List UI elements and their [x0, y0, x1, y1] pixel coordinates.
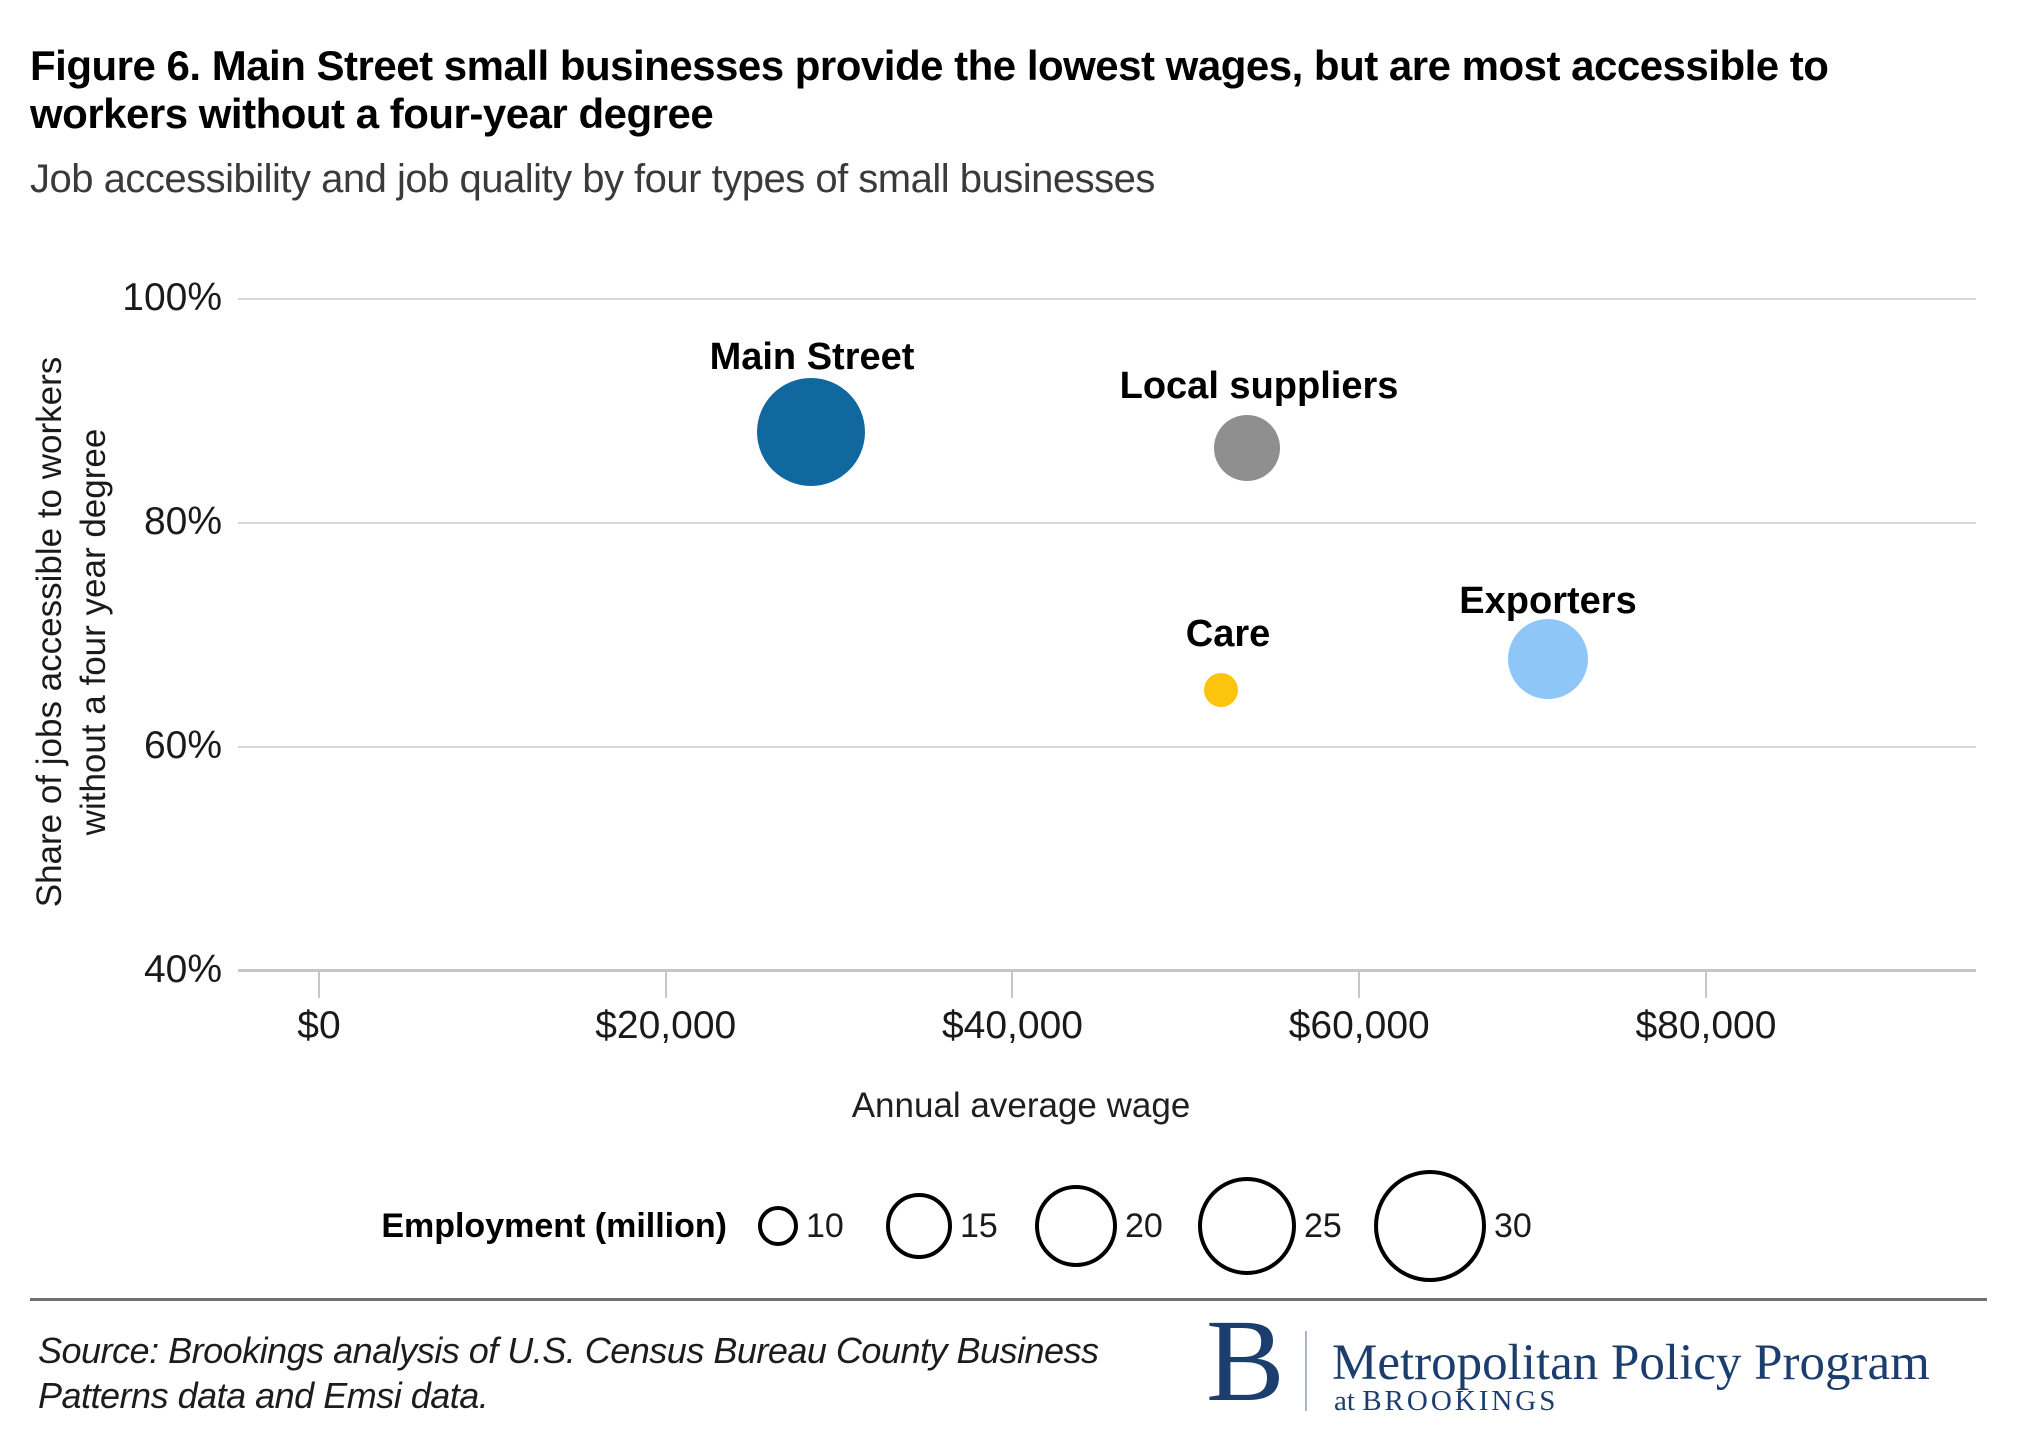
bubble-care: [1203, 673, 1238, 707]
logo-divider-bar: [1305, 1331, 1307, 1411]
figure-title-line1: Figure 6. Main Street small businesses p…: [30, 42, 1829, 89]
gridline-80: [238, 522, 1976, 524]
bubble-label-care: Care: [1185, 613, 1271, 655]
y-tick-label-40: 40%: [143, 948, 222, 991]
legend-value-label-25: 25: [1304, 1207, 1342, 1245]
x-tick-20000: [664, 971, 667, 998]
logo-program-name: Metropolitan Policy Program: [1332, 1335, 1930, 1391]
source-line1: Source: Brookings analysis of U.S. Censu…: [38, 1330, 1099, 1371]
source-note: Source: Brookings analysis of U.S. Censu…: [38, 1328, 1099, 1418]
x-tick-80000: [1704, 971, 1707, 998]
bubble-label-local-suppliers: Local suppliers: [1119, 365, 1399, 407]
figure-title-line2: workers without a four-year degree: [30, 90, 714, 137]
x-axis-title: Annual average wage: [851, 1086, 1191, 1125]
x-tick-label-40000: $40,000: [941, 1004, 1083, 1047]
legend-circle-10: [758, 1206, 798, 1246]
legend-value-label-20: 20: [1125, 1207, 1163, 1245]
legend-circle-25: [1198, 1177, 1296, 1275]
x-tick-0: [318, 971, 320, 998]
x-tick-label-20000: $20,000: [595, 1004, 737, 1047]
brookings-logo-b: B: [1206, 1295, 1285, 1426]
bubble-local-suppliers: [1213, 415, 1280, 482]
y-tick-label-100: 100%: [122, 276, 222, 319]
logo-at-prefix: at: [1334, 1385, 1363, 1417]
legend-circle-30: [1374, 1170, 1486, 1282]
logo-tagline: at BROOKINGS: [1334, 1387, 1558, 1416]
legend-circle-20: [1035, 1185, 1117, 1267]
legend-value-label-10: 10: [806, 1207, 844, 1245]
bubble-exporters: [1508, 618, 1589, 699]
gridline-100: [238, 298, 1976, 300]
figure-title: Figure 6. Main Street small businesses p…: [30, 42, 1829, 138]
legend-title: Employment (million): [381, 1207, 727, 1245]
x-tick-60000: [1358, 971, 1361, 998]
y-tick-label-60: 60%: [143, 724, 222, 767]
legend-circle-15: [886, 1193, 952, 1259]
legend-value-label-30: 30: [1494, 1207, 1532, 1245]
gridline-60: [238, 746, 1976, 748]
y-tick-label-80: 80%: [143, 500, 222, 543]
x-tick-label-60000: $60,000: [1288, 1004, 1430, 1047]
figure-subtitle: Job accessibility and job quality by fou…: [30, 157, 1155, 201]
x-tick-label-0: $0: [297, 1004, 341, 1047]
bubble-main-street: [757, 378, 866, 487]
x-tick-label-80000: $80,000: [1635, 1004, 1777, 1047]
legend-value-label-15: 15: [960, 1207, 998, 1245]
bubble-label-main-street: Main Street: [709, 336, 915, 378]
footer-divider: [30, 1298, 1987, 1301]
source-line2: Patterns data and Emsi data.: [38, 1375, 489, 1416]
logo-institution: BROOKINGS: [1362, 1385, 1559, 1417]
bubble-label-exporters: Exporters: [1459, 580, 1637, 622]
x-tick-40000: [1011, 971, 1014, 998]
x-axis-line: [238, 969, 1976, 972]
